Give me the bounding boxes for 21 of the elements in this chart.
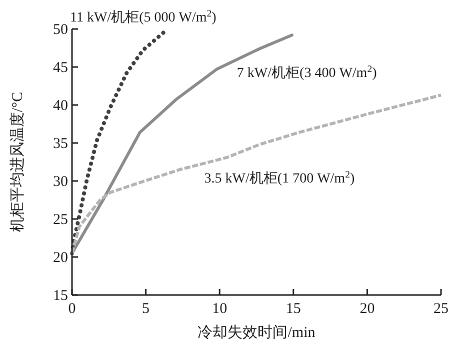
x-tick-label: 0 [68, 301, 76, 317]
y-tick-label: 30 [53, 174, 68, 190]
y-tick-label: 20 [53, 250, 68, 266]
y-axis-title: 机柜平均进风温度/°C [9, 92, 26, 232]
x-axis-title: 冷却失效时间/min [198, 324, 316, 341]
x-tick-label: 5 [142, 301, 150, 317]
y-tick-label: 15 [53, 288, 68, 304]
series-label: 7 kW/机柜(3 400 W/m$^{2}$) [236, 64, 378, 82]
x-tick-label: 25 [434, 301, 448, 317]
y-tick-label: 35 [53, 136, 68, 152]
y-tick-label: 45 [53, 60, 68, 76]
series-label: 11 kW/机柜(5 000 W/m$^{2}$) [70, 8, 217, 26]
y-tick-label: 50 [53, 22, 68, 38]
y-tick-label: 25 [53, 212, 68, 228]
x-tick-label: 15 [286, 301, 301, 317]
line-series [70, 94, 442, 255]
x-tick-label: 10 [212, 301, 228, 317]
series-label: 3.5 kW/机柜(1 700 W/m$^{2}$) [204, 168, 355, 186]
x-tick-label: 20 [360, 301, 375, 317]
line-series [70, 29, 167, 256]
y-tick-label: 40 [53, 98, 68, 114]
